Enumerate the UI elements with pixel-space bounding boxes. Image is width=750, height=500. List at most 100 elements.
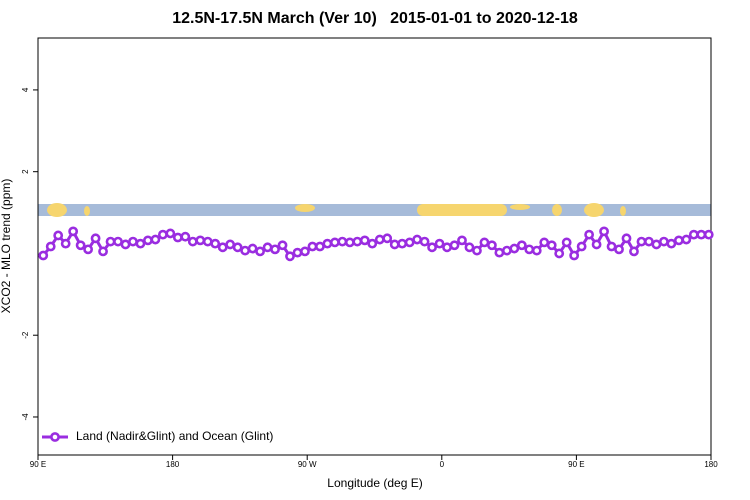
- data-point: [703, 229, 714, 240]
- x-tick-label: 90 W: [298, 460, 317, 469]
- data-point: [217, 242, 228, 253]
- data-point: [412, 234, 423, 245]
- data-point: [315, 241, 325, 252]
- data-point: [367, 238, 378, 249]
- data-point: [382, 233, 393, 244]
- data-point: [262, 242, 273, 253]
- data-point: [270, 244, 280, 255]
- data-point: [374, 234, 385, 245]
- data-point: [546, 240, 557, 251]
- data-point: [644, 236, 654, 247]
- data-point: [210, 238, 221, 249]
- data-point: [135, 238, 146, 249]
- data-point: [554, 248, 565, 259]
- data-point: [68, 226, 79, 237]
- data-point: [240, 245, 251, 256]
- data-point: [247, 243, 258, 254]
- data-point: [292, 247, 303, 258]
- data-point: [105, 236, 116, 247]
- x-tick-label: 180: [166, 460, 180, 469]
- data-point: [143, 235, 153, 246]
- data-point: [285, 251, 295, 262]
- data-point: [397, 238, 408, 249]
- data-point: [561, 237, 572, 248]
- data-point: [113, 236, 123, 247]
- data-point: [688, 229, 699, 240]
- data-point: [232, 242, 243, 253]
- data-point: [359, 235, 370, 246]
- data-point: [539, 237, 550, 248]
- data-point: [494, 247, 505, 258]
- data-point: [337, 236, 348, 247]
- plot-frame: [37, 37, 712, 456]
- data-point: [531, 245, 542, 256]
- y-axis-label: XCO2 - MLO trend (ppm): [0, 179, 13, 314]
- data-point: [195, 235, 206, 246]
- data-point: [45, 241, 56, 252]
- data-point: [501, 245, 512, 256]
- y-tick-label: 4: [21, 87, 30, 92]
- data-point: [419, 236, 430, 247]
- data-point: [427, 242, 437, 253]
- data-point: [696, 229, 707, 240]
- data-point: [591, 239, 602, 250]
- data-point: [442, 242, 452, 253]
- data-point: [629, 246, 639, 257]
- data-point: [516, 240, 527, 251]
- data-point: [352, 236, 363, 247]
- legend-marker: [50, 432, 60, 442]
- data-point: [120, 239, 131, 250]
- y-tick-label: -2: [21, 331, 30, 339]
- data-point: [344, 237, 355, 248]
- data-point: [157, 229, 168, 240]
- data-point: [202, 236, 213, 247]
- data-point: [449, 240, 460, 251]
- data-point: [434, 238, 445, 249]
- data-point: [180, 231, 191, 242]
- chart-title: 12.5N-17.5N March (Ver 10) 2015-01-01 to…: [172, 10, 578, 27]
- x-axis-label: Longitude (deg E): [327, 476, 422, 490]
- data-point: [404, 237, 415, 248]
- data-point: [38, 250, 49, 261]
- y-tick-label: 2: [21, 169, 30, 174]
- data-point: [651, 239, 662, 250]
- data-point: [681, 234, 692, 245]
- data-point: [90, 233, 101, 244]
- data-point: [509, 243, 520, 254]
- data-point: [524, 244, 535, 255]
- data-point: [150, 234, 161, 245]
- data-point: [599, 226, 609, 237]
- data-point: [576, 241, 587, 252]
- data-point: [98, 246, 108, 257]
- data-point: [165, 228, 176, 239]
- data-point: [75, 240, 86, 251]
- data-point: [172, 232, 183, 243]
- y-tick-label: -4: [21, 413, 30, 421]
- data-point: [83, 244, 94, 255]
- data-point: [621, 233, 632, 244]
- x-tick-label: 90 E: [568, 460, 584, 469]
- data-point: [53, 230, 64, 241]
- data-point: [569, 250, 580, 261]
- data-point: [255, 246, 265, 257]
- data-point: [614, 244, 624, 255]
- data-point: [225, 239, 236, 250]
- data-point: [128, 236, 138, 247]
- data-point: [300, 246, 310, 257]
- data-point: [658, 236, 669, 247]
- data-point: [487, 240, 497, 251]
- map-strip: [38, 203, 711, 217]
- data-point: [472, 245, 482, 256]
- data-point: [457, 235, 467, 246]
- x-tick-label: 180: [704, 460, 718, 469]
- data-point: [666, 238, 677, 249]
- data-point: [636, 236, 647, 247]
- data-point: [673, 235, 684, 246]
- data-point: [60, 238, 71, 249]
- legend-label: Land (Nadir&Glint) and Ocean (Glint): [76, 429, 273, 443]
- data-point: [606, 241, 617, 252]
- data-point: [464, 242, 475, 253]
- data-point: [277, 240, 288, 251]
